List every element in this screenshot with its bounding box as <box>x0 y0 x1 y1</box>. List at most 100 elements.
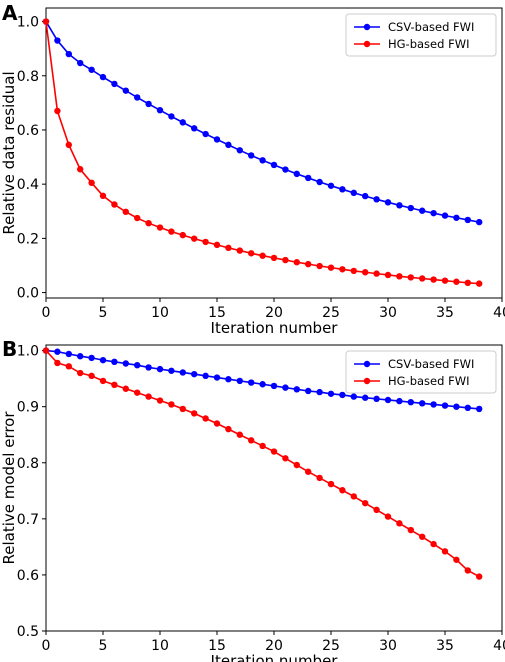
y-tick-label: 0.6 <box>17 123 39 139</box>
data-point <box>441 212 449 219</box>
data-point <box>122 360 129 367</box>
data-point <box>156 397 164 404</box>
legend-label: HG-based FWI <box>388 37 469 51</box>
data-point <box>111 201 118 208</box>
data-point <box>464 216 471 224</box>
data-point <box>453 556 460 563</box>
data-point <box>259 381 266 388</box>
panel-letter-a: A <box>2 1 18 25</box>
data-point <box>134 389 141 396</box>
data-point <box>282 256 289 264</box>
data-point <box>99 377 107 385</box>
x-tick-label: 25 <box>322 305 340 321</box>
data-point <box>191 370 198 378</box>
data-point <box>373 506 380 514</box>
x-tick-label: 15 <box>208 638 226 654</box>
y-tick-label: 1.0 <box>17 344 39 360</box>
data-point <box>248 250 255 257</box>
data-point <box>430 209 437 217</box>
x-tick-label: 10 <box>151 305 169 321</box>
data-point <box>259 252 266 259</box>
data-point <box>453 403 460 410</box>
y-tick-label: 0.4 <box>17 177 39 193</box>
data-point <box>373 196 380 203</box>
data-point <box>213 241 221 249</box>
data-point <box>134 214 141 222</box>
data-point <box>441 277 449 284</box>
data-point <box>316 474 323 482</box>
data-point <box>476 405 483 413</box>
data-point <box>145 219 152 227</box>
data-point <box>168 367 175 374</box>
data-point <box>202 238 209 246</box>
legend-box <box>345 13 497 57</box>
data-point <box>225 425 232 433</box>
legend-label: CSV-based FWI <box>388 20 474 34</box>
data-point <box>476 573 483 580</box>
data-point <box>99 192 107 200</box>
x-tick-label: 40 <box>493 305 505 321</box>
data-point <box>225 141 232 149</box>
data-point <box>316 262 323 270</box>
data-point <box>213 374 221 381</box>
data-point <box>282 166 289 173</box>
data-point <box>134 94 141 101</box>
legend-swatch-marker <box>363 40 371 48</box>
data-point <box>111 381 118 389</box>
data-point <box>248 437 255 444</box>
y-axis-label: Relative data residual <box>0 71 18 234</box>
data-point <box>350 493 357 500</box>
data-point <box>134 361 141 369</box>
y-tick-label: 0.8 <box>17 69 39 85</box>
data-point <box>111 358 118 366</box>
data-point <box>248 152 255 159</box>
data-point <box>236 147 243 154</box>
data-point <box>350 393 357 400</box>
data-point <box>270 448 278 455</box>
data-point <box>453 278 460 285</box>
data-point <box>88 179 95 187</box>
data-point <box>476 280 483 287</box>
x-tick-label: 0 <box>42 638 51 654</box>
data-point <box>362 192 369 200</box>
data-point <box>327 182 335 189</box>
x-tick-label: 5 <box>99 638 108 654</box>
y-tick-label: 0.7 <box>17 512 39 528</box>
data-point <box>65 141 73 149</box>
data-point <box>373 395 380 403</box>
data-point <box>282 455 289 462</box>
data-point <box>430 401 437 408</box>
x-axis-label: Iteration number <box>211 652 339 662</box>
data-point <box>453 214 460 221</box>
x-axis-label: Iteration number <box>211 319 339 337</box>
x-tick-label: 20 <box>265 638 283 654</box>
data-point <box>77 59 84 67</box>
chart-panel-b: 0 5 10 15 20 25 30 35 40 0.5 0.6 0.7 0.8 0.9 1.0 Iterat… <box>0 344 505 662</box>
data-point <box>293 170 300 178</box>
data-point <box>213 136 221 143</box>
data-point <box>339 391 346 399</box>
data-point <box>236 377 243 385</box>
x-tick-label: 30 <box>379 305 397 321</box>
data-point <box>122 385 129 392</box>
data-point <box>350 189 357 197</box>
data-point <box>339 266 346 273</box>
data-point <box>293 461 300 469</box>
data-point <box>282 384 289 391</box>
data-point <box>168 113 175 120</box>
data-point <box>202 372 209 380</box>
data-point <box>293 386 300 393</box>
data-point <box>77 166 84 173</box>
series-line <box>45 21 480 285</box>
data-point <box>259 157 266 164</box>
data-point <box>464 404 471 412</box>
x-tick-label: 35 <box>436 638 454 654</box>
data-point <box>293 259 300 266</box>
data-point <box>350 267 357 275</box>
data-point <box>464 279 471 287</box>
legend-box <box>345 350 497 394</box>
data-point <box>305 468 312 475</box>
data-point <box>476 218 483 226</box>
data-point <box>316 178 323 186</box>
data-point <box>122 208 129 216</box>
